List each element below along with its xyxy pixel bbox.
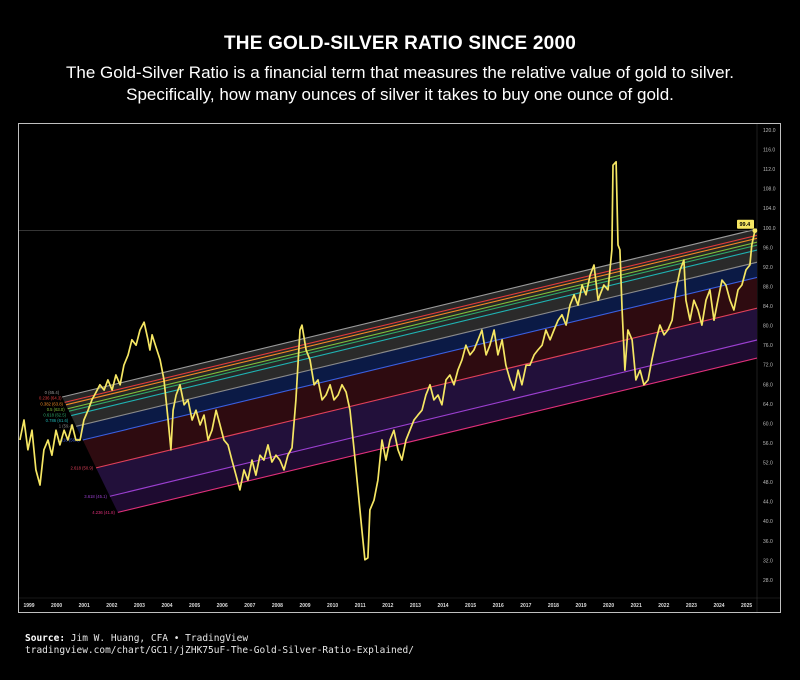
y-tick-label: 36.0 [763, 539, 773, 545]
source-url: tradingview.com/chart/GC1!/jZHK75uF-The-… [25, 645, 414, 656]
x-tick-label: 2010 [327, 603, 338, 609]
fib-level-label: 0.786 (61.6) [46, 418, 69, 423]
x-tick-label: 2001 [79, 603, 90, 609]
fib-band-0.618-0.786 [69, 245, 757, 416]
fib-band-0-0.236 [62, 228, 757, 403]
x-tick-label: 2000 [51, 603, 62, 609]
fib-band-0.5-0.618 [67, 242, 757, 412]
x-tick-label: 2016 [493, 603, 504, 609]
y-tick-label: 96.0 [763, 245, 773, 251]
fib-level-label: 4.236 (41.8) [92, 510, 115, 515]
x-tick-label: 1999 [23, 603, 34, 609]
fib-level-line-0.382 [65, 237, 757, 406]
y-tick-label: 72.0 [763, 363, 773, 369]
y-tick-label: 76.0 [763, 343, 773, 349]
y-tick-label: 116.0 [763, 148, 775, 154]
fib-level-line-0.236 [64, 234, 757, 403]
ratio-series-line [19, 160, 756, 561]
source-note: Source: Jim W. Huang, CFA • TradingView … [25, 633, 414, 657]
y-tick-label: 44.0 [763, 500, 773, 506]
y-tick-label: 92.0 [763, 265, 773, 271]
page-title: THE GOLD-SILVER RATIO SINCE 2000 [224, 33, 576, 54]
fib-level-line-0.5 [67, 241, 757, 410]
y-tick-label: 68.0 [763, 382, 773, 388]
fib-level-label: 0.5 (63.0) [47, 407, 66, 412]
x-tick-label: 2011 [355, 603, 366, 609]
y-tick-label: 56.0 [763, 441, 773, 447]
x-tick-label: 2007 [244, 603, 255, 609]
fib-band-1.618-2.618 [82, 277, 757, 468]
y-tick-label: 64.0 [763, 402, 773, 408]
fib-band-0.236-0.382 [64, 235, 757, 405]
y-tick-label: 120.0 [763, 128, 776, 134]
y-tick-label: 84.0 [763, 304, 773, 310]
x-tick-label: 2021 [631, 603, 642, 609]
fib-level-label: 1 (59.4) [59, 424, 74, 429]
x-tick-label: 2006 [217, 603, 228, 609]
fib-level-label: 0.618 (62.5) [43, 413, 66, 418]
x-tick-label: 2023 [686, 603, 697, 609]
fib-band-1-1.618 [76, 262, 757, 441]
fib-band-2.618-3.618 [96, 308, 757, 497]
x-tick-label: 2020 [603, 603, 614, 609]
x-tick-label: 2025 [741, 603, 752, 609]
fib-band-3.618-4.236 [109, 340, 757, 513]
y-tick-label: 52.0 [763, 461, 773, 467]
fib-level-label: 0.382 (63.8) [40, 401, 63, 406]
x-tick-label: 2013 [410, 603, 421, 609]
x-tick-label: 2018 [548, 603, 559, 609]
fib-level-line-0.786 [71, 249, 757, 417]
page-subtitle: The Gold-Silver Ratio is a financial ter… [0, 62, 800, 106]
y-tick-label: 100.0 [763, 226, 776, 232]
last-price-dot [752, 228, 758, 234]
x-tick-label: 2002 [106, 603, 117, 609]
source-label: Source: [25, 633, 66, 644]
x-tick-label: 2009 [299, 603, 310, 609]
y-tick-label: 88.0 [763, 284, 773, 290]
y-tick-label: 108.0 [763, 187, 776, 193]
y-tick-label: 48.0 [763, 480, 773, 486]
fib-level-label: 2.618 (50.9) [70, 465, 93, 470]
subtitle-line-2: Specifically, how many ounces of silver … [126, 85, 674, 104]
last-price-label: 99.4 [737, 219, 754, 229]
x-tick-label: 2004 [161, 603, 172, 609]
x-tick-label: 2024 [713, 603, 724, 609]
fib-level-line-0.618 [68, 244, 757, 412]
fib-level-line-0 [61, 228, 757, 398]
fib-level-line-2.618 [95, 307, 757, 469]
fib-level-label: 0.236 (64.3) [39, 396, 62, 401]
x-tick-label: 2012 [382, 603, 393, 609]
y-tick-label: 80.0 [763, 324, 773, 330]
fib-level-line-4.236 [117, 357, 757, 513]
x-tick-label: 2015 [465, 603, 476, 609]
x-tick-label: 2019 [575, 603, 586, 609]
y-tick-label: 32.0 [763, 558, 773, 564]
fib-level-label: 3.618 (45.1) [84, 494, 107, 499]
y-tick-label: 104.0 [763, 206, 776, 212]
y-tick-label: 28.0 [763, 578, 773, 584]
fib-level-label: 0 (65.4) [45, 390, 60, 395]
x-tick-label: 2014 [437, 603, 448, 609]
x-tick-label: 2003 [134, 603, 145, 609]
x-tick-label: 2017 [520, 603, 531, 609]
y-tick-label: 112.0 [763, 167, 775, 173]
x-tick-label: 2022 [658, 603, 669, 609]
fib-level-line-1 [76, 261, 757, 427]
y-tick-label: 60.0 [763, 421, 773, 427]
fib-level-label: 1.618 (56.6) [57, 438, 80, 443]
last-price-value: 99.4 [740, 222, 752, 228]
x-tick-label: 2008 [272, 603, 283, 609]
fib-band-0.382-0.5 [65, 238, 757, 409]
x-tick-label: 2005 [189, 603, 200, 609]
y-tick-label: 40.0 [763, 519, 773, 525]
source-text: Jim W. Huang, CFA • TradingView [70, 633, 249, 644]
subtitle-line-1: The Gold-Silver Ratio is a financial ter… [65, 63, 735, 82]
